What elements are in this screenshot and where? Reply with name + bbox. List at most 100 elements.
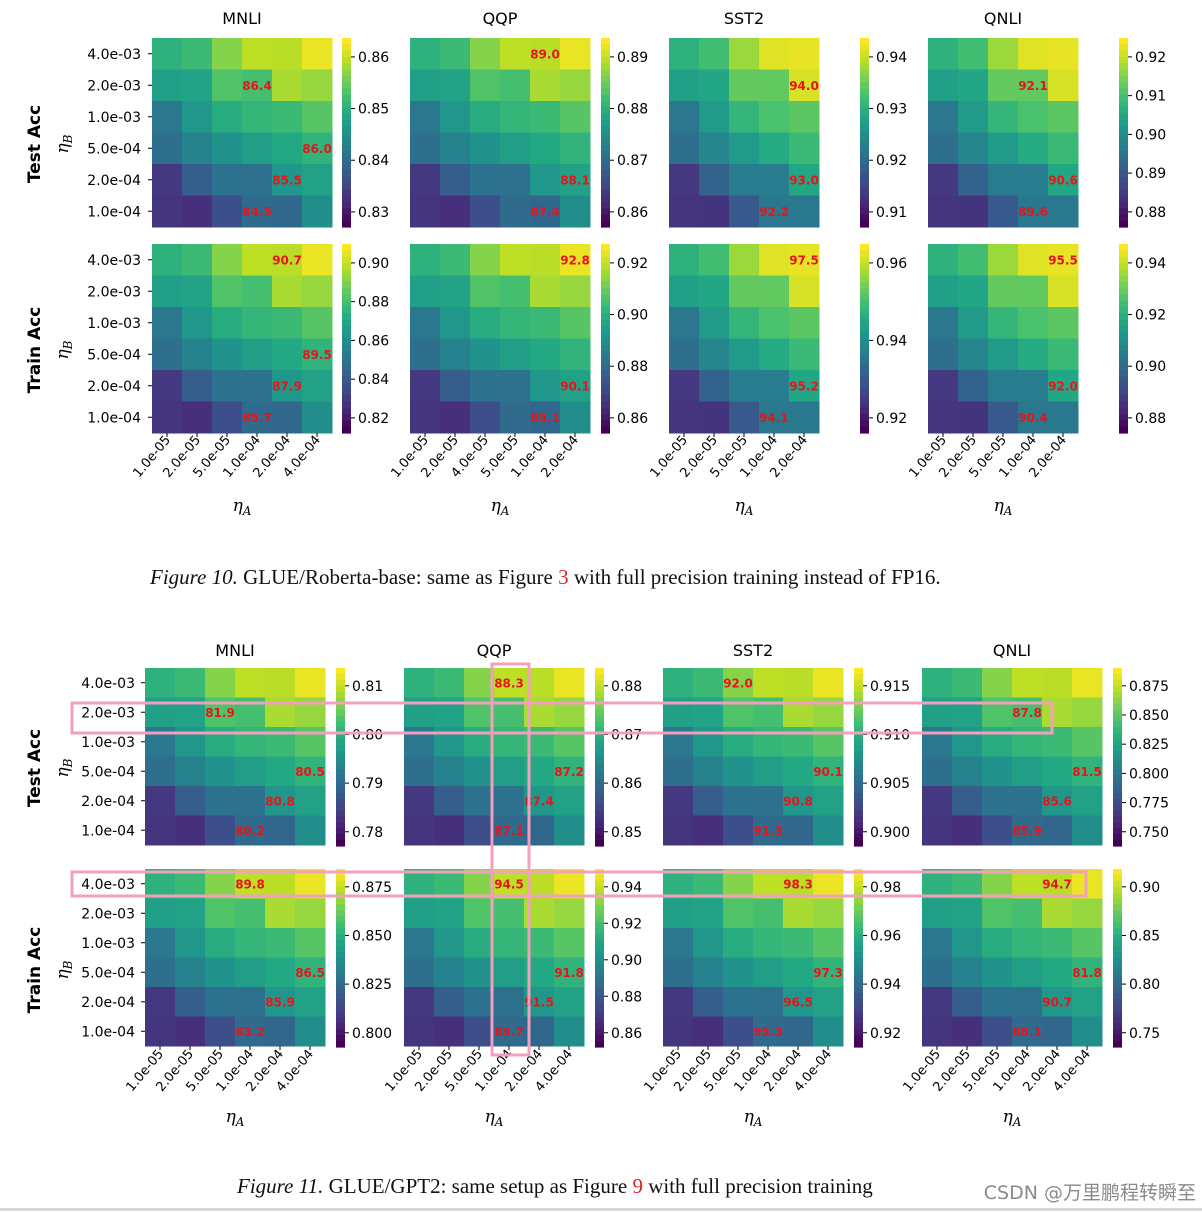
colorbar-segment <box>1113 904 1122 912</box>
heatmap-cell <box>1012 786 1043 816</box>
heatmap-annotation: 87.1 <box>494 824 524 838</box>
y-tick-label: 4.0e-03 <box>81 676 135 692</box>
colorbar-segment <box>595 880 604 888</box>
heatmap-annotation: 90.1 <box>560 379 590 393</box>
colorbar-segment <box>601 132 610 140</box>
heatmap-cell <box>729 244 760 276</box>
colorbar-segment <box>342 300 351 308</box>
heatmap-cell <box>759 370 790 402</box>
heatmap-cell <box>982 957 1013 988</box>
colorbar-segment <box>854 768 863 776</box>
panel-title-qqp: QQP <box>483 9 518 28</box>
colorbar-segment <box>601 94 610 102</box>
heatmap-cell <box>958 38 989 70</box>
colorbar-segment <box>1113 969 1122 977</box>
colorbar-segment <box>595 975 604 983</box>
colorbar-segment <box>860 94 869 102</box>
colorbar-segment <box>601 56 610 64</box>
colorbar-segment <box>1119 151 1128 159</box>
heatmap-cell <box>813 1016 844 1047</box>
colorbar-segment <box>854 780 863 788</box>
colorbar-segment <box>595 745 604 752</box>
colorbar-segment <box>595 798 604 806</box>
colorbar-segment <box>601 195 610 203</box>
heatmap-cell <box>295 668 326 698</box>
colorbar-segment <box>595 993 604 1001</box>
colorbar-segment <box>1119 88 1128 96</box>
heatmap-cell <box>729 164 760 196</box>
heatmap-cell <box>212 132 243 165</box>
colorbar-segment <box>1113 999 1122 1007</box>
heatmap-cell <box>663 668 694 698</box>
colorbar-segment <box>342 376 351 384</box>
colorbar-segment <box>342 145 351 152</box>
heatmap-cell <box>982 1016 1013 1047</box>
colorbar-segment <box>860 307 869 314</box>
heatmap-cell <box>560 307 591 339</box>
colorbar-segment <box>336 798 345 806</box>
heatmap-cell <box>295 987 326 1017</box>
colorbar-segment <box>860 75 869 83</box>
heatmap-cell <box>958 69 989 102</box>
colorbar-segment <box>336 840 345 847</box>
colorbar-segment <box>1119 101 1128 108</box>
heatmap-cell <box>530 164 561 196</box>
colorbar-segment <box>601 88 610 96</box>
heatmap-cell <box>753 786 784 816</box>
heatmap-annotation: 86.4 <box>242 79 272 93</box>
heatmap-cell <box>404 756 435 787</box>
colorbar-segment <box>854 940 863 947</box>
heatmap-cell <box>1012 987 1043 1017</box>
colorbar-segment <box>336 946 345 953</box>
heatmap-annotation: 98.3 <box>783 877 813 891</box>
colorbar-segment <box>336 709 345 717</box>
heatmap-cell <box>789 370 820 402</box>
colorbar-tick-label: 0.905 <box>870 776 910 792</box>
heatmap-cell <box>928 338 959 371</box>
colorbar-segment <box>1113 922 1122 929</box>
heatmap-cell <box>242 307 273 339</box>
figure-9-link[interactable]: 9 <box>632 1174 643 1198</box>
heatmap-cell <box>783 957 814 988</box>
colorbar-segment <box>860 300 869 308</box>
heatmap-cell <box>669 101 700 133</box>
heatmap-cell <box>693 668 724 698</box>
heatmap-cell <box>753 928 784 958</box>
colorbar-segment <box>336 828 345 835</box>
colorbar-segment <box>601 63 610 71</box>
figure-3-link[interactable]: 3 <box>558 565 569 589</box>
heatmap-cell <box>464 869 495 899</box>
heatmap-cell <box>500 307 531 339</box>
colorbar-segment <box>601 82 610 89</box>
colorbar-tick-label: 0.79 <box>352 776 383 792</box>
colorbar-segment <box>595 691 604 699</box>
colorbar-segment <box>601 44 610 52</box>
heatmap-cell <box>494 957 525 988</box>
colorbar-segment <box>860 38 869 45</box>
colorbar-segment <box>854 697 863 705</box>
colorbar-segment <box>860 313 869 321</box>
heatmap-cell <box>500 164 531 196</box>
colorbar-segment <box>860 195 869 203</box>
heatmap-cell <box>952 756 983 787</box>
panel-title-sst2: SST2 <box>733 641 773 660</box>
heatmap-cell <box>729 370 760 402</box>
colorbar-segment <box>342 370 351 377</box>
colorbar-segment <box>1119 170 1128 178</box>
heatmap-cell <box>265 786 296 816</box>
colorbar-segment <box>336 993 345 1001</box>
panel-title-mnli: MNLI <box>215 641 254 660</box>
colorbar-segment <box>854 1029 863 1036</box>
heatmap-cell <box>663 957 694 988</box>
heatmap-annotation: 91.8 <box>554 966 584 980</box>
heatmap-cell <box>723 815 754 846</box>
colorbar-segment <box>336 804 345 811</box>
heatmap-cell <box>302 38 333 70</box>
heatmap-cell <box>988 164 1019 196</box>
heatmap-cell <box>729 69 760 102</box>
colorbar-segment <box>601 176 610 184</box>
heatmap-cell <box>1048 275 1079 308</box>
colorbar-segment <box>595 721 604 728</box>
heatmap-cell <box>982 928 1013 958</box>
heatmap-cell <box>152 164 183 196</box>
